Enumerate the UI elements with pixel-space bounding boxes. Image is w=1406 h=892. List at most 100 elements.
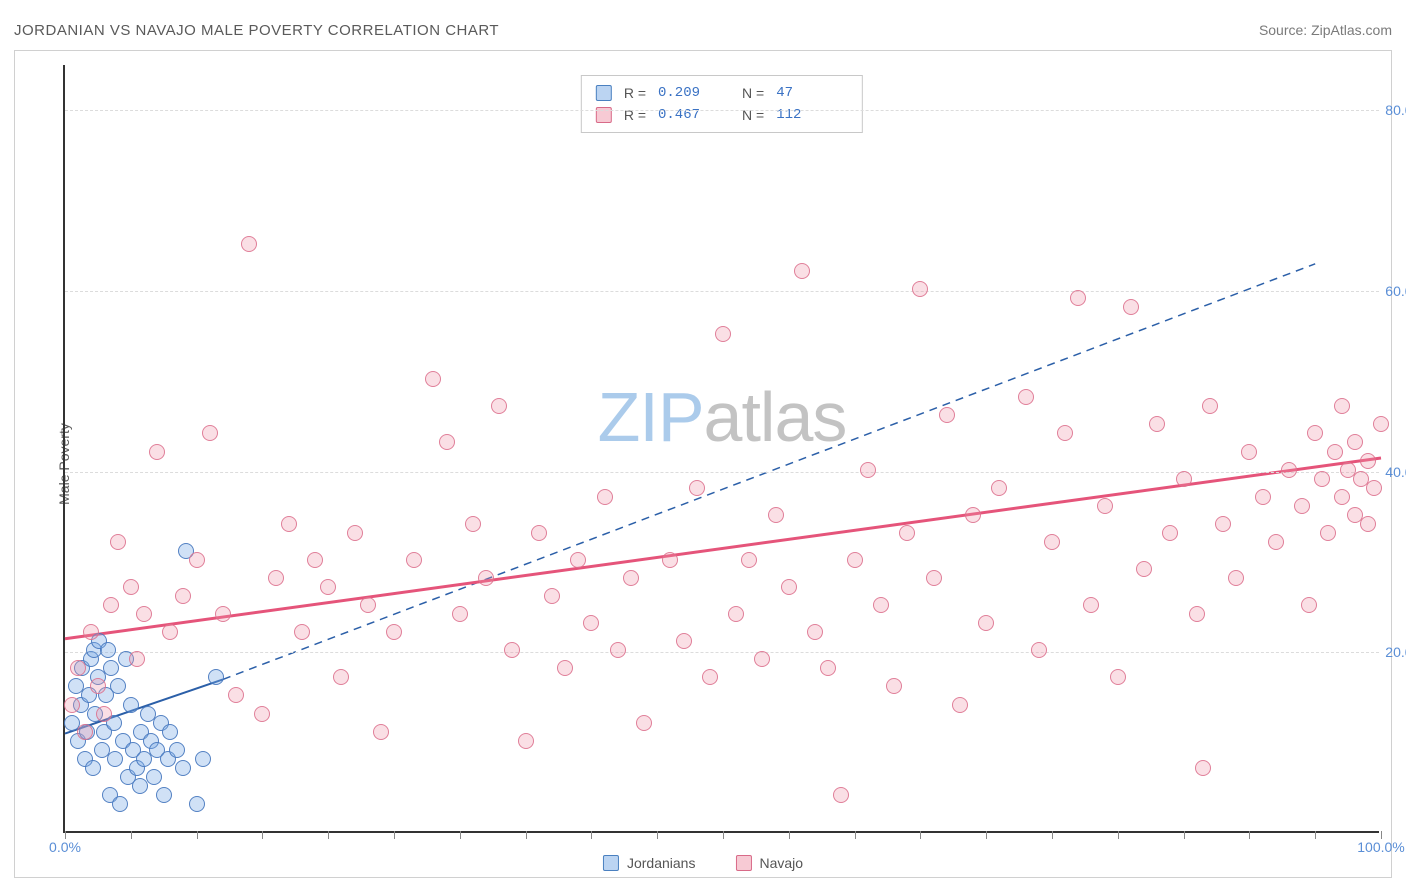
data-point <box>1215 516 1231 532</box>
data-point <box>1366 480 1382 496</box>
data-point <box>741 552 757 568</box>
watermark: ZIPatlas <box>598 377 847 457</box>
data-point <box>77 724 93 740</box>
data-point <box>1044 534 1060 550</box>
data-point <box>103 660 119 676</box>
y-tick-label: 60.0% <box>1385 283 1406 299</box>
correlation-legend: R = 0.209 N = 47 R = 0.467 N = 112 <box>581 75 863 133</box>
data-point <box>347 525 363 541</box>
data-point <box>307 552 323 568</box>
data-point <box>1228 570 1244 586</box>
data-point <box>241 236 257 252</box>
data-point <box>1031 642 1047 658</box>
data-point <box>189 552 205 568</box>
data-point <box>952 697 968 713</box>
x-tick-mark <box>723 831 724 839</box>
data-point <box>623 570 639 586</box>
watermark-left: ZIP <box>598 378 704 456</box>
source-attribution: Source: ZipAtlas.com <box>1259 22 1392 38</box>
data-point <box>107 751 123 767</box>
data-point <box>1241 444 1257 460</box>
data-point <box>1070 290 1086 306</box>
chart-container: Male Poverty ZIPatlas R = 0.209 N = 47 R… <box>14 50 1392 878</box>
data-point <box>132 778 148 794</box>
x-tick-mark <box>920 831 921 839</box>
gridline-h <box>65 652 1379 653</box>
data-point <box>939 407 955 423</box>
data-point <box>64 697 80 713</box>
data-point <box>110 534 126 550</box>
data-point <box>820 660 836 676</box>
data-point <box>208 669 224 685</box>
data-point <box>90 678 106 694</box>
data-point <box>175 760 191 776</box>
plot-area: ZIPatlas R = 0.209 N = 47 R = 0.467 N = … <box>63 65 1379 833</box>
x-tick-mark <box>460 831 461 839</box>
data-point <box>1334 398 1350 414</box>
n-label: N = <box>742 85 764 101</box>
data-point <box>1097 498 1113 514</box>
data-point <box>926 570 942 586</box>
data-point <box>1123 299 1139 315</box>
data-point <box>149 444 165 460</box>
data-point <box>333 669 349 685</box>
data-point <box>373 724 389 740</box>
x-tick-mark <box>1381 831 1382 839</box>
data-point <box>162 624 178 640</box>
data-point <box>123 579 139 595</box>
swatch-blue-icon <box>596 85 612 101</box>
source-prefix: Source: <box>1259 22 1311 38</box>
y-tick-label: 20.0% <box>1385 644 1406 660</box>
series-legend: Jordanians Navajo <box>603 855 803 871</box>
watermark-right: atlas <box>704 378 847 456</box>
data-point <box>702 669 718 685</box>
data-point <box>978 615 994 631</box>
data-point <box>360 597 376 613</box>
data-point <box>860 462 876 478</box>
legend-label-navajo: Navajo <box>759 855 803 871</box>
x-tick-label: 0.0% <box>49 839 81 855</box>
data-point <box>100 642 116 658</box>
gridline-h <box>65 110 1379 111</box>
y-tick-label: 40.0% <box>1385 464 1406 480</box>
data-point <box>136 606 152 622</box>
data-point <box>912 281 928 297</box>
data-point <box>123 697 139 713</box>
x-tick-mark <box>1052 831 1053 839</box>
x-tick-mark <box>197 831 198 839</box>
data-point <box>1307 425 1323 441</box>
data-point <box>85 760 101 776</box>
data-point <box>965 507 981 523</box>
y-tick-label: 80.0% <box>1385 102 1406 118</box>
x-tick-mark <box>65 831 66 839</box>
data-point <box>1373 416 1389 432</box>
data-point <box>518 733 534 749</box>
source-name: ZipAtlas.com <box>1311 22 1392 38</box>
data-point <box>465 516 481 532</box>
data-point <box>794 263 810 279</box>
data-point <box>1320 525 1336 541</box>
data-point <box>281 516 297 532</box>
x-tick-mark <box>1249 831 1250 839</box>
chart-title: JORDANIAN VS NAVAJO MALE POVERTY CORRELA… <box>14 22 499 39</box>
data-point <box>847 552 863 568</box>
data-point <box>169 742 185 758</box>
x-tick-mark <box>328 831 329 839</box>
data-point <box>1162 525 1178 541</box>
data-point <box>781 579 797 595</box>
data-point <box>156 787 172 803</box>
data-point <box>110 678 126 694</box>
r-label: R = <box>624 85 646 101</box>
data-point <box>636 715 652 731</box>
gridline-h <box>65 291 1379 292</box>
data-point <box>1202 398 1218 414</box>
data-point <box>504 642 520 658</box>
data-point <box>83 624 99 640</box>
data-point <box>728 606 744 622</box>
data-point <box>676 633 692 649</box>
x-tick-mark <box>526 831 527 839</box>
data-point <box>689 480 705 496</box>
x-tick-mark <box>591 831 592 839</box>
data-point <box>202 425 218 441</box>
data-point <box>189 796 205 812</box>
